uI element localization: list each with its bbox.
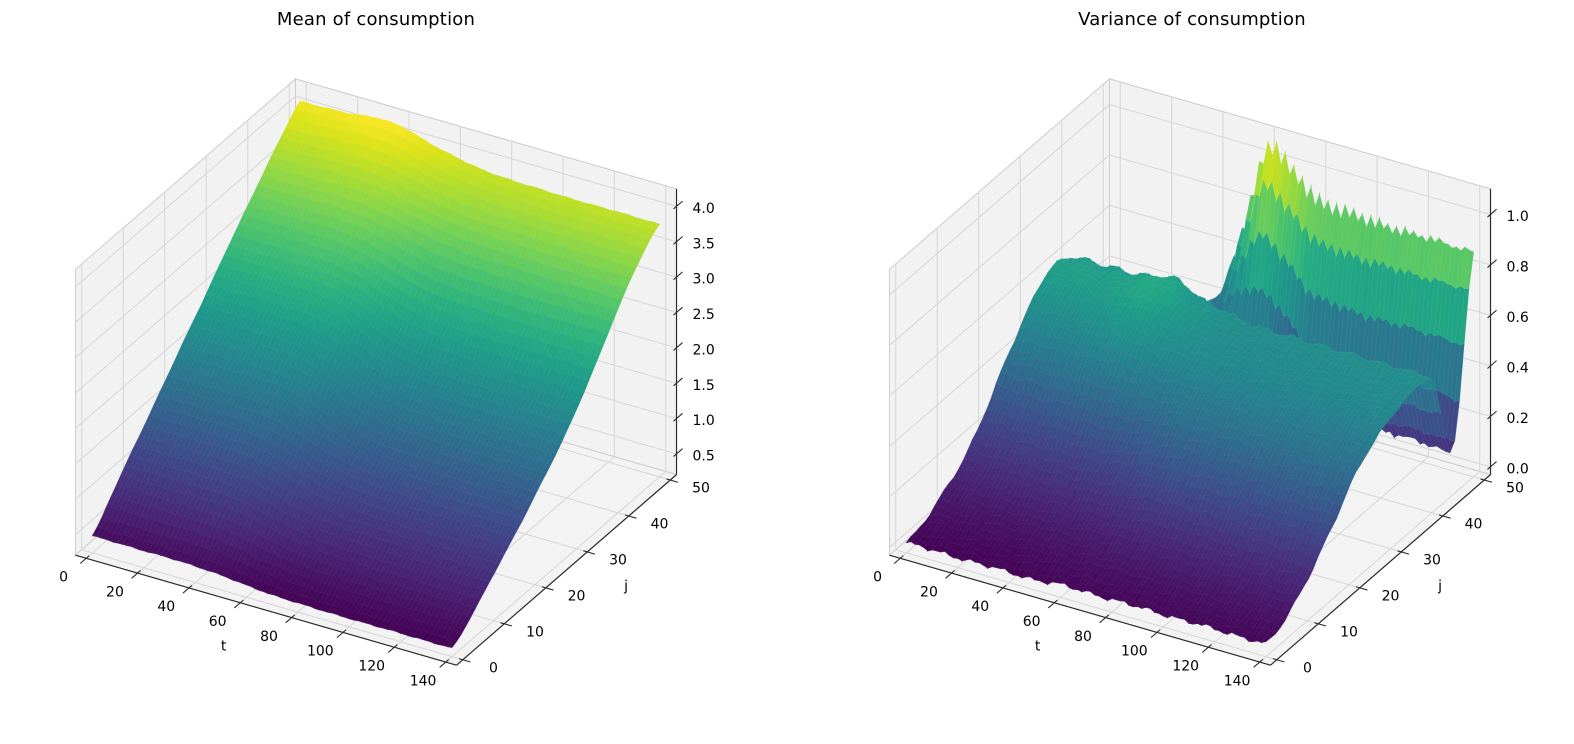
chart-mean-of-consumption: Mean of consumption xyxy=(4,0,788,744)
chart-variance-of-consumption: Variance of consumption xyxy=(790,0,1574,744)
chart-title-variance: Variance of consumption xyxy=(1078,9,1306,30)
variance-surface-plot xyxy=(790,0,1574,744)
chart-title-mean: Mean of consumption xyxy=(276,9,476,30)
mean-surface-plot xyxy=(4,0,788,744)
